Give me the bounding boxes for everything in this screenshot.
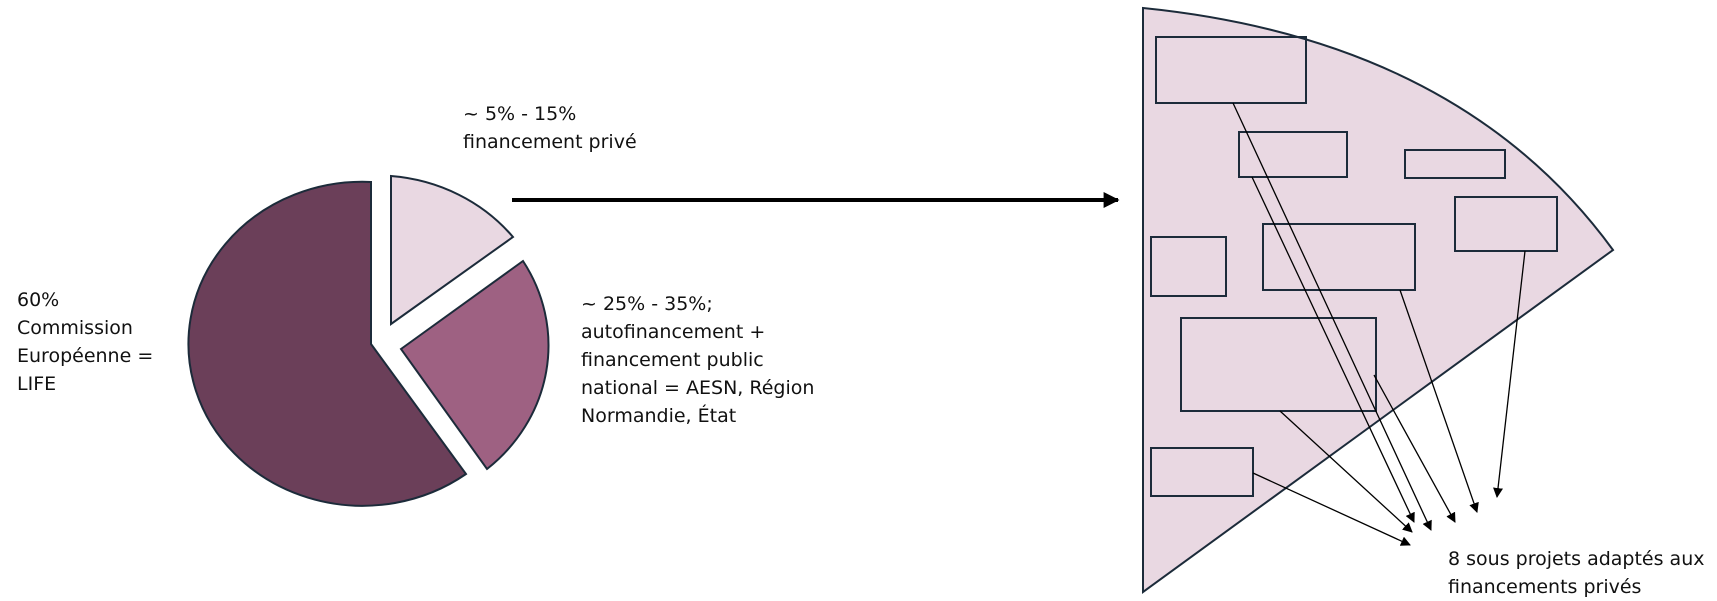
sub-projects-label: 8 sous projets adaptés aux financements … bbox=[1448, 548, 1705, 598]
sub-project-box bbox=[1155, 36, 1307, 104]
eu-funding-label: 60% Commission Européenne = LIFE bbox=[17, 289, 154, 395]
pie-slice-eu bbox=[187, 180, 468, 507]
sub-project-arrow bbox=[1399, 289, 1479, 513]
sub-project-box bbox=[1262, 223, 1416, 291]
sub-project-box bbox=[1454, 196, 1558, 252]
sub-project-arrow bbox=[1252, 472, 1411, 546]
public-funding-label: ~ 25% - 35%; autofinancement + financeme… bbox=[581, 293, 815, 427]
sub-project-box bbox=[1238, 131, 1348, 178]
zoom-sector bbox=[1142, 6, 1615, 594]
sub-project-box bbox=[1150, 236, 1227, 297]
sub-project-arrow bbox=[1232, 102, 1432, 531]
sub-project-box bbox=[1150, 447, 1254, 497]
sub-project-arrow bbox=[1251, 176, 1415, 523]
pie-slice-private bbox=[390, 174, 515, 326]
sub-project-arrow bbox=[1373, 374, 1456, 523]
sub-project-arrow bbox=[1493, 250, 1526, 498]
sub-project-box bbox=[1404, 149, 1506, 179]
sub-project-box bbox=[1180, 317, 1377, 412]
private-funding-label: ~ 5% - 15% financement privé bbox=[463, 103, 637, 153]
sub-project-arrow bbox=[1279, 410, 1413, 533]
pie-slice-public bbox=[399, 259, 550, 471]
